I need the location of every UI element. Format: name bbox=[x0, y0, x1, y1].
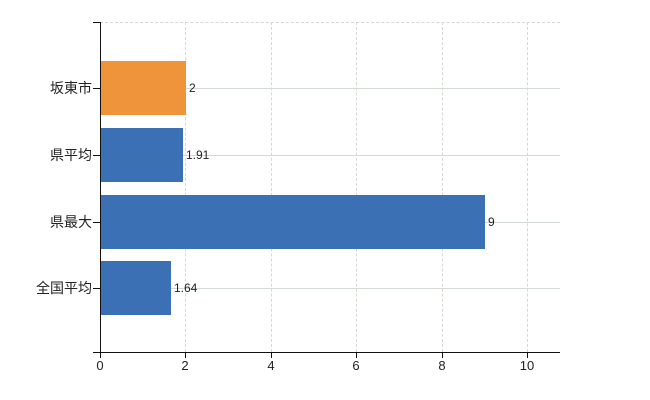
gridline-vertical bbox=[527, 22, 528, 352]
category-label: 全国平均 bbox=[36, 280, 92, 296]
category-label: 坂東市 bbox=[50, 80, 92, 96]
bar-全国平均 bbox=[101, 261, 171, 315]
y-axis-tick bbox=[93, 222, 100, 223]
x-axis-tick-label: 10 bbox=[519, 358, 535, 373]
x-axis-tick-label: 6 bbox=[352, 358, 360, 373]
bar-坂東市 bbox=[101, 61, 186, 115]
x-axis-tick bbox=[100, 352, 101, 358]
gridline-horizontal bbox=[101, 155, 560, 156]
gridline-vertical bbox=[185, 22, 186, 352]
x-axis-tick bbox=[442, 352, 443, 358]
bar-県平均 bbox=[101, 128, 183, 182]
x-axis-tick bbox=[356, 352, 357, 358]
x-axis-tick bbox=[185, 352, 186, 358]
category-label: 県最大 bbox=[50, 214, 92, 230]
bar-value-label: 1.64 bbox=[174, 281, 198, 295]
x-axis-tick-label: 0 bbox=[96, 358, 104, 373]
y-axis-tick bbox=[93, 288, 100, 289]
bar-value-label: 1.91 bbox=[186, 148, 210, 162]
gridline-horizontal bbox=[101, 88, 560, 89]
bar-県最大 bbox=[101, 195, 485, 249]
gridline-horizontal bbox=[101, 288, 560, 289]
bar-value-label: 2 bbox=[189, 81, 196, 95]
x-axis-line bbox=[93, 352, 560, 353]
y-axis-tick bbox=[93, 22, 100, 23]
gridline-vertical bbox=[356, 22, 357, 352]
x-axis-tick-label: 4 bbox=[267, 358, 275, 373]
category-label: 県平均 bbox=[50, 147, 92, 163]
y-axis-tick bbox=[93, 88, 100, 89]
plot-top-border bbox=[100, 22, 560, 23]
gridline-vertical bbox=[442, 22, 443, 352]
gridline-vertical bbox=[271, 22, 272, 352]
y-axis-line bbox=[100, 22, 101, 358]
x-axis-tick-label: 2 bbox=[181, 358, 189, 373]
x-axis-tick bbox=[271, 352, 272, 358]
bar-value-label: 9 bbox=[488, 215, 495, 229]
x-axis-tick-label: 8 bbox=[438, 358, 446, 373]
y-axis-tick bbox=[93, 155, 100, 156]
x-axis-tick bbox=[527, 352, 528, 358]
